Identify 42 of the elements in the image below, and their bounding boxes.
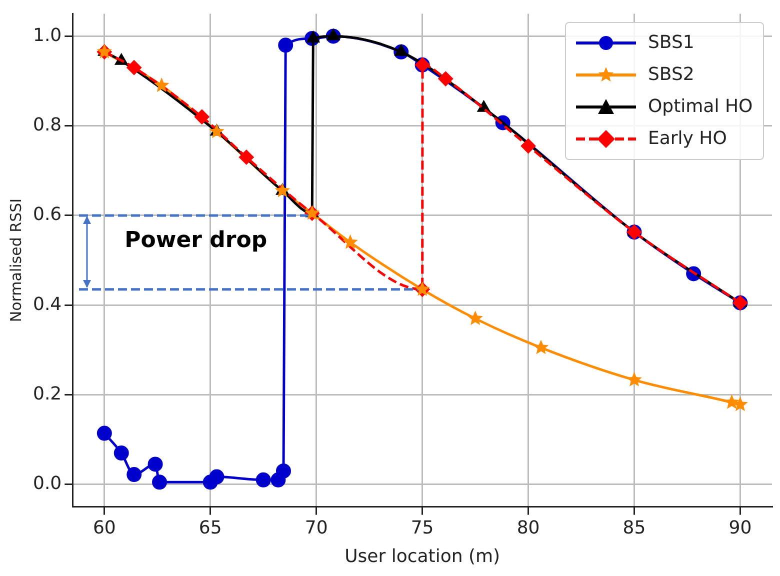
point (276, 463, 291, 478)
point (126, 60, 142, 76)
point (126, 467, 142, 482)
point (152, 474, 168, 490)
y-tick-label: 0.4 (32, 294, 62, 315)
point (306, 30, 320, 42)
point (326, 28, 340, 40)
point (724, 394, 740, 409)
point (114, 446, 129, 461)
point (256, 472, 271, 488)
legend-label: SBS1 (648, 32, 694, 54)
x-tick-label: 60 (92, 517, 116, 538)
legend-label: SBS2 (648, 64, 694, 86)
point (468, 310, 483, 326)
point (520, 138, 536, 154)
point (533, 340, 549, 354)
annotation: Power drop (124, 228, 268, 254)
y-tick-label: 0.8 (32, 114, 62, 136)
y-tick-label: 1.0 (32, 24, 62, 46)
point (438, 71, 454, 86)
x-tick-label: 70 (304, 517, 328, 538)
y-axis-title: Normalised RSSI (6, 198, 25, 322)
point (278, 38, 294, 53)
legend-label: Optimal HO (648, 96, 753, 118)
point (194, 109, 210, 124)
point (154, 78, 170, 92)
x-tick-label: 80 (516, 517, 540, 538)
point (394, 44, 408, 56)
point (342, 234, 358, 249)
point (209, 469, 224, 484)
x-tick-label: 75 (410, 517, 434, 538)
x-tick-label: 65 (198, 517, 222, 538)
x-tick-label: 90 (728, 517, 752, 538)
y-tick-label: 0.6 (32, 204, 62, 226)
legend-label: Early HO (648, 128, 727, 150)
point (148, 456, 163, 472)
x-tick-label: 85 (622, 517, 646, 538)
x-axis-title: User location (m) (344, 546, 500, 567)
point (96, 426, 112, 441)
y-tick-label: 0.0 (32, 473, 62, 494)
point (238, 150, 254, 165)
y-tick-label: 0.2 (32, 383, 62, 404)
